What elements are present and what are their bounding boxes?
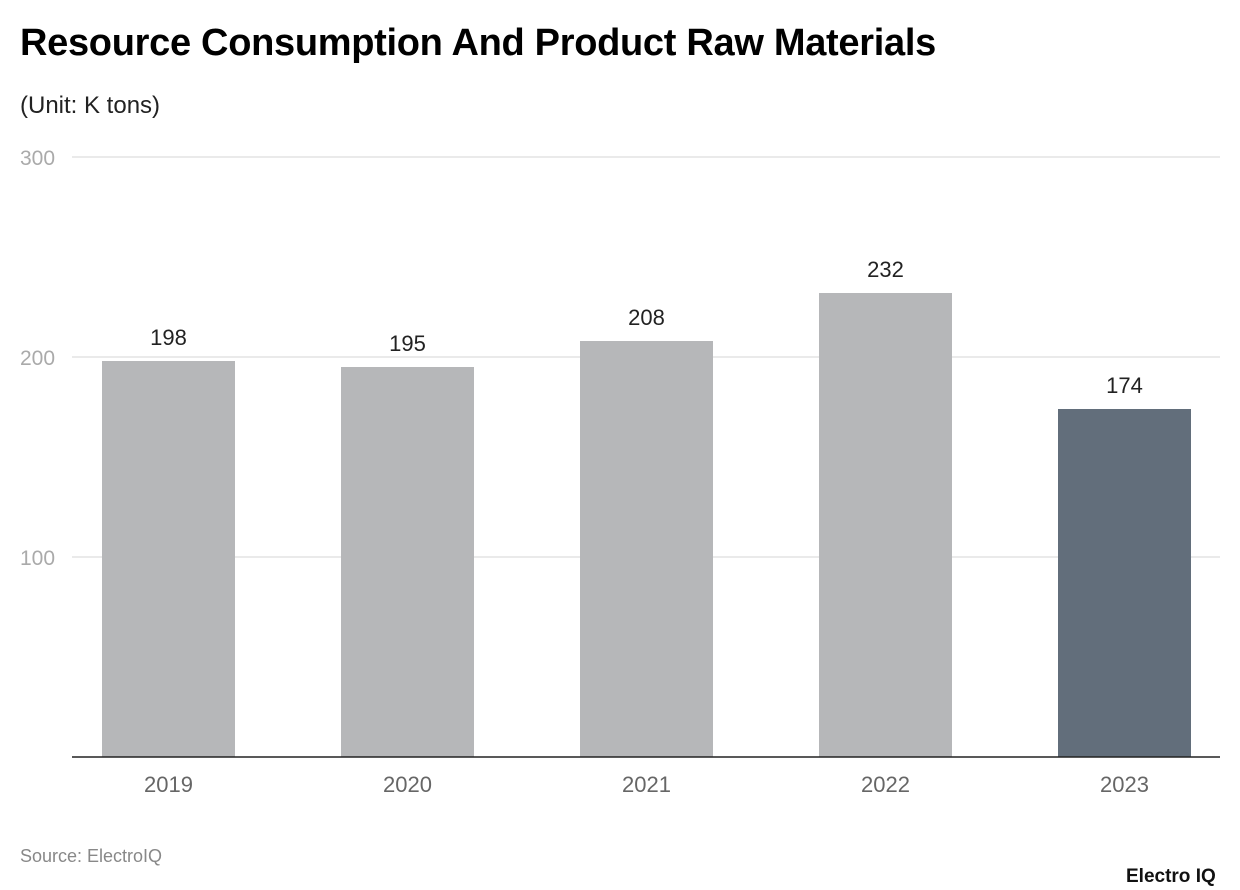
x-tick-label: 2023 bbox=[1100, 772, 1149, 797]
source-note: Source: ElectroIQ bbox=[20, 846, 163, 866]
bar-2019 bbox=[102, 361, 235, 757]
y-tick-label: 200 bbox=[20, 347, 55, 370]
data-label: 232 bbox=[867, 257, 904, 282]
bar-2020 bbox=[341, 367, 474, 757]
y-tick-label: 300 bbox=[20, 147, 55, 170]
x-tick-label: 2021 bbox=[622, 772, 671, 797]
data-label: 195 bbox=[389, 331, 426, 356]
x-tick-label: 2019 bbox=[144, 772, 193, 797]
data-label: 174 bbox=[1106, 373, 1143, 398]
bar-2021 bbox=[580, 341, 713, 757]
data-label: 198 bbox=[150, 325, 187, 350]
data-label: 208 bbox=[628, 305, 665, 330]
y-tick-label: 100 bbox=[20, 547, 55, 570]
x-tick-label: 2020 bbox=[383, 772, 432, 797]
x-tick-label: 2022 bbox=[861, 772, 910, 797]
electroiq-logo: Electro IQ bbox=[1126, 866, 1216, 887]
chart-subtitle: (Unit: K tons) bbox=[20, 92, 161, 119]
chart-title: Resource Consumption And Product Raw Mat… bbox=[20, 22, 936, 64]
bar-2022 bbox=[819, 293, 952, 757]
bar-2023 bbox=[1058, 409, 1191, 757]
